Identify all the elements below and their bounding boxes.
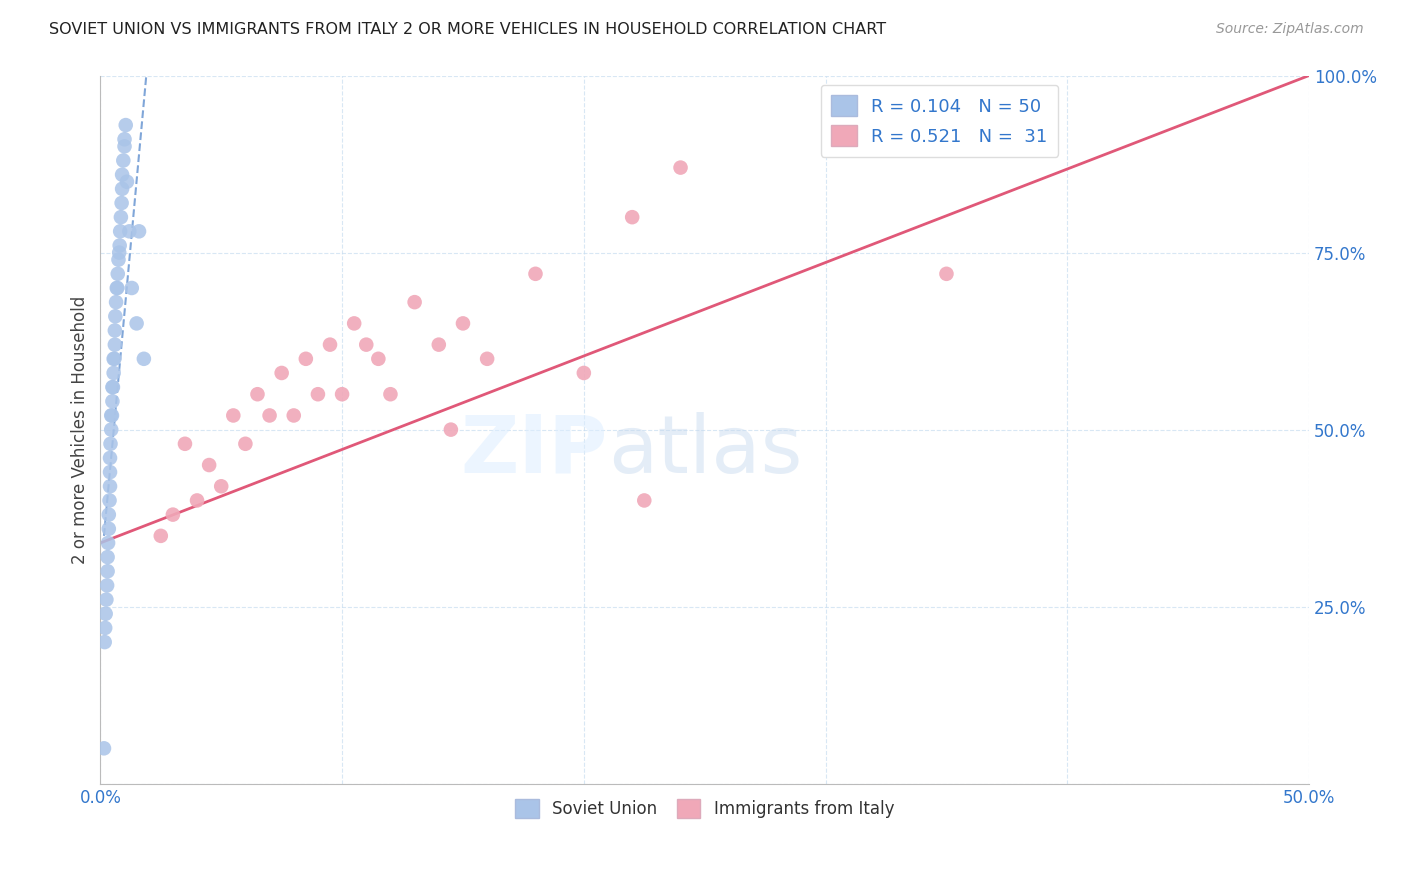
Point xyxy=(108,245,131,260)
Point xyxy=(97,564,120,578)
Point xyxy=(380,387,402,401)
Point xyxy=(935,267,957,281)
Point xyxy=(128,224,150,238)
Point xyxy=(97,508,120,522)
Point xyxy=(101,380,124,394)
Y-axis label: 2 or more Vehicles in Household: 2 or more Vehicles in Household xyxy=(72,295,89,564)
Point xyxy=(149,529,172,543)
Point xyxy=(343,317,366,331)
Point xyxy=(96,592,118,607)
Point xyxy=(222,409,245,423)
Point xyxy=(94,607,117,621)
Point xyxy=(110,210,132,224)
Text: SOVIET UNION VS IMMIGRANTS FROM ITALY 2 OR MORE VEHICLES IN HOUSEHOLD CORRELATIO: SOVIET UNION VS IMMIGRANTS FROM ITALY 2 … xyxy=(49,22,886,37)
Point xyxy=(118,224,141,238)
Point xyxy=(283,409,305,423)
Point xyxy=(174,437,197,451)
Point xyxy=(259,409,281,423)
Point xyxy=(105,281,128,295)
Point xyxy=(125,317,148,331)
Point xyxy=(633,493,655,508)
Point xyxy=(121,281,143,295)
Point xyxy=(427,337,450,351)
Point xyxy=(295,351,318,366)
Point xyxy=(93,635,115,649)
Point xyxy=(111,196,134,211)
Point xyxy=(105,295,128,310)
Point xyxy=(107,267,129,281)
Point xyxy=(235,437,257,451)
Point xyxy=(198,458,221,472)
Point xyxy=(98,465,121,479)
Point xyxy=(104,337,127,351)
Point xyxy=(669,161,692,175)
Point xyxy=(101,409,124,423)
Point xyxy=(111,168,134,182)
Point xyxy=(104,310,127,324)
Point xyxy=(98,450,121,465)
Point xyxy=(404,295,426,310)
Point xyxy=(440,423,463,437)
Point xyxy=(100,423,122,437)
Point xyxy=(475,351,498,366)
Point xyxy=(97,522,120,536)
Point xyxy=(209,479,232,493)
Text: atlas: atlas xyxy=(607,412,803,490)
Point xyxy=(114,139,136,153)
Point xyxy=(367,351,389,366)
Point xyxy=(162,508,184,522)
Point xyxy=(96,578,118,592)
Point xyxy=(100,409,122,423)
Point xyxy=(524,267,547,281)
Legend: Soviet Union, Immigrants from Italy: Soviet Union, Immigrants from Italy xyxy=(509,792,901,825)
Point xyxy=(101,380,124,394)
Point xyxy=(307,387,329,401)
Point xyxy=(114,118,136,132)
Point xyxy=(104,323,127,337)
Point xyxy=(319,337,342,351)
Point xyxy=(98,479,121,493)
Point xyxy=(246,387,269,401)
Point xyxy=(94,621,117,635)
Point xyxy=(107,252,129,267)
Point xyxy=(621,210,644,224)
Point xyxy=(108,224,131,238)
Point xyxy=(270,366,292,380)
Point xyxy=(132,351,155,366)
Point xyxy=(356,337,378,351)
Point xyxy=(111,182,134,196)
Point xyxy=(97,550,120,565)
Point xyxy=(98,493,121,508)
Point xyxy=(451,317,474,331)
Point xyxy=(100,437,122,451)
Point xyxy=(101,394,124,409)
Point xyxy=(330,387,353,401)
Point xyxy=(115,175,138,189)
Point xyxy=(572,366,595,380)
Point xyxy=(103,366,125,380)
Point xyxy=(186,493,208,508)
Point xyxy=(103,351,125,366)
Text: ZIP: ZIP xyxy=(461,412,607,490)
Point xyxy=(97,536,120,550)
Point xyxy=(93,741,115,756)
Point xyxy=(103,351,125,366)
Point xyxy=(112,153,135,168)
Point xyxy=(108,238,131,252)
Point xyxy=(114,132,136,146)
Point xyxy=(105,281,128,295)
Text: Source: ZipAtlas.com: Source: ZipAtlas.com xyxy=(1216,22,1364,37)
